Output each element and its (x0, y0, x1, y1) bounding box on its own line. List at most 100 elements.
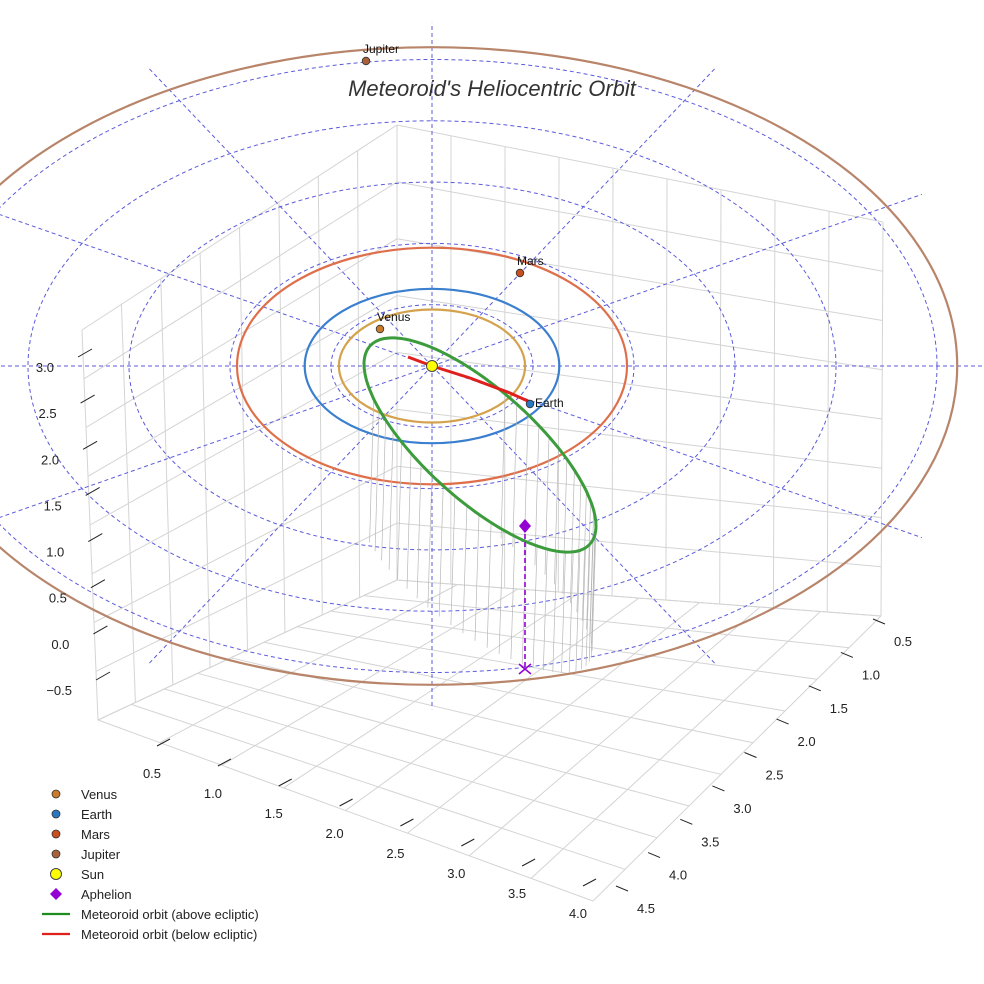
aphelion-marker (519, 519, 531, 533)
wall-grid-line (89, 352, 398, 526)
z-tick-label: 2.5 (39, 406, 57, 421)
drop-line (562, 459, 568, 594)
sun-marker (426, 360, 438, 372)
axis-ticks: 0.5 1.0 1.5 2.0 2.5 3.0 3.5 4.0 0.5 1.0 1.5 2.0 2.5 3… (36, 348, 912, 921)
floor-grid-line (345, 597, 640, 811)
legend-label: Venus (81, 787, 118, 802)
floor-grid-line (407, 602, 700, 834)
y-tick-mark (744, 752, 757, 758)
drop-line (561, 552, 566, 673)
drop-line (576, 480, 582, 613)
wall-grid-line (95, 522, 398, 672)
grid-radial (0, 365, 433, 518)
legend-dot-icon (51, 829, 61, 839)
legend-item: Meteoroid orbit (below ecliptic) (42, 927, 257, 942)
wall-grid-line (87, 295, 398, 477)
legend-diamond-icon (50, 888, 62, 900)
drop-line (486, 522, 492, 648)
meteoroid-orbit (362, 336, 598, 554)
legend-item: Venus (51, 787, 118, 802)
wall-grid-line (396, 238, 883, 321)
drop-line (416, 464, 422, 599)
drop-line (374, 409, 380, 552)
z-tick-mark (90, 579, 106, 589)
z-tick-mark (77, 348, 93, 358)
x-tick-label: 2.5 (386, 846, 404, 861)
projection-lines (369, 393, 597, 673)
y-tick-label: 1.0 (862, 667, 880, 682)
markers: Venus Earth Mars Jupiter (361, 42, 564, 675)
drop-line (552, 551, 558, 673)
legend-sun-icon (50, 868, 62, 880)
y-tick-mark (872, 618, 886, 625)
y-tick-label: 3.5 (701, 834, 719, 849)
z-tick-mark (88, 533, 103, 543)
drop-line (512, 404, 518, 548)
drop-line (582, 491, 587, 622)
grid-ring (229, 242, 635, 490)
y-tick-label: 2.5 (765, 768, 783, 783)
wall-grid-line (396, 522, 882, 568)
x-tick-label: 4.0 (569, 906, 587, 921)
x-tick-label: 3.5 (508, 886, 526, 901)
wall-grid-line (91, 408, 398, 575)
chart-title: Meteoroid's Heliocentric Orbit (348, 76, 637, 101)
x-tick-mark (156, 738, 171, 747)
x-tick-label: 1.0 (204, 786, 222, 801)
grid-radial (148, 365, 433, 664)
legend-item: Aphelion (50, 887, 132, 902)
z-tick-label: 3.0 (36, 360, 54, 375)
x-tick-mark (217, 758, 232, 767)
wall-grid-line (85, 238, 398, 428)
ecliptic-grid (0, 22, 984, 710)
floor-grid-line (330, 610, 818, 680)
y-tick-mark (840, 651, 854, 658)
grid-radial (431, 68, 716, 367)
drop-line (534, 425, 540, 566)
x-tick-label: 3.0 (447, 866, 465, 881)
floor-grid-line (592, 615, 882, 902)
legend-item: Mars (51, 827, 110, 842)
wall-grid-line (396, 579, 882, 617)
x-tick-mark (521, 858, 536, 867)
x-tick-label: 1.5 (265, 806, 283, 821)
legend-dot-icon (51, 809, 61, 819)
drop-line (588, 539, 594, 662)
floor-grid-line (468, 606, 761, 857)
x-tick-mark (278, 778, 292, 787)
drop-line (544, 436, 550, 575)
wall-grid-line (93, 465, 398, 623)
y-tick-label: 0.5 (894, 634, 912, 649)
y-tick-mark (712, 785, 725, 792)
planet-label-earth: Earth (535, 396, 564, 410)
grid-ring (27, 120, 837, 612)
wall-grid-line (97, 579, 398, 721)
box-grid (81, 124, 884, 902)
drop-line (575, 550, 581, 672)
legend-label: Meteoroid orbit (below ecliptic) (81, 927, 257, 942)
legend-label: Meteoroid orbit (above ecliptic) (81, 907, 259, 922)
drop-line (438, 485, 444, 617)
orbit-earth (303, 287, 561, 445)
drop-line (585, 543, 591, 666)
planet-marker-venus (375, 324, 385, 334)
z-tick-label: 1.5 (44, 498, 62, 513)
wall-grid-line (396, 295, 883, 371)
floor-grid-line (263, 641, 754, 744)
y-tick-label: 1.5 (830, 701, 848, 716)
y-tick-label: 2.0 (798, 734, 816, 749)
drop-line (591, 526, 597, 652)
legend-item: Earth (51, 807, 112, 822)
wall-grid-line (396, 352, 883, 420)
planet-label-jupiter: Jupiter (363, 42, 399, 56)
x-tick-mark (400, 818, 414, 827)
z-tick-mark (95, 671, 111, 681)
drop-line (450, 495, 456, 626)
y-tick-label: 3.0 (733, 801, 751, 816)
planet-label-venus: Venus (377, 310, 410, 324)
z-tick-mark (82, 440, 98, 450)
x-tick-label: 0.5 (143, 766, 161, 781)
drop-line (462, 505, 468, 634)
